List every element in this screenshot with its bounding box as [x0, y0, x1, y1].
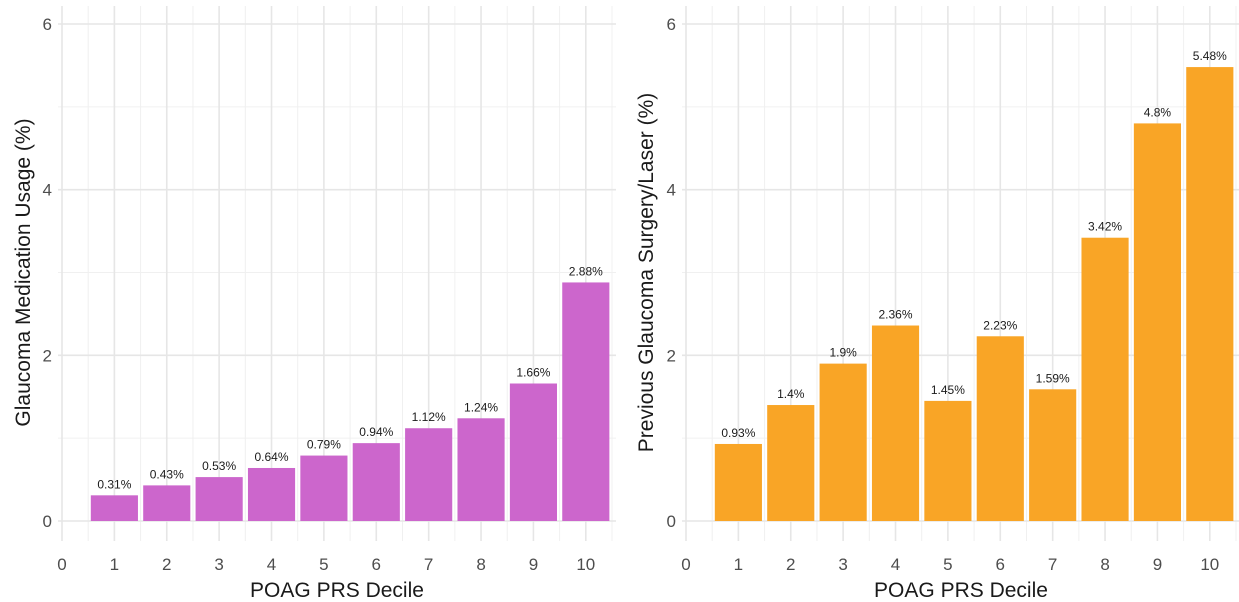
- bar-decile-5: [924, 400, 972, 521]
- bar-decile-2: [767, 405, 815, 521]
- data-label-decile-4: 0.64%: [255, 450, 289, 464]
- x-tick-label: 0: [57, 555, 66, 574]
- bar-decile-2: [143, 485, 191, 521]
- data-label-decile-7: 1.12%: [412, 410, 446, 424]
- bar-decile-4: [247, 467, 296, 521]
- x-tick-label: 3: [838, 555, 847, 574]
- bar-decile-4: [871, 325, 920, 521]
- data-label-decile-7: 1.59%: [1036, 371, 1070, 385]
- bar-decile-6: [352, 443, 400, 521]
- data-label-decile-4: 2.36%: [879, 308, 913, 322]
- data-label-decile-9: 4.8%: [1144, 105, 1172, 119]
- data-label-decile-6: 0.94%: [359, 425, 393, 439]
- x-tick-label: 9: [1153, 555, 1162, 574]
- bar-decile-1: [714, 443, 762, 521]
- y-tick-label: 6: [43, 15, 52, 34]
- data-label-decile-5: 1.45%: [931, 383, 965, 397]
- data-label-decile-3: 1.9%: [829, 346, 857, 360]
- data-label-decile-8: 1.24%: [464, 400, 498, 414]
- x-tick-label: 6: [996, 555, 1005, 574]
- x-axis-title: POAG PRS Decile: [874, 579, 1048, 602]
- bar-decile-7: [1029, 389, 1077, 521]
- data-label-decile-9: 1.66%: [516, 365, 550, 379]
- data-label-decile-1: 0.31%: [97, 477, 131, 491]
- x-tick-label: 3: [214, 555, 223, 574]
- chart-surgery-laser: 0.93% 1.4% 1.9% 2.36% 1.45% 2.23% 1.59% 3.42% 4.…: [635, 6, 1239, 602]
- x-tick-label: 5: [319, 555, 328, 574]
- data-label-decile-1: 0.93%: [721, 426, 755, 440]
- bar-decile-1: [90, 495, 138, 521]
- data-label-decile-3: 0.53%: [202, 459, 236, 473]
- y-tick-label: 4: [43, 181, 52, 200]
- bar-decile-8: [1081, 237, 1129, 521]
- x-tick-label: 7: [424, 555, 433, 574]
- chart-medication-usage: 0.31% 0.43% 0.53% 0.64% 0.79% 0.94% 1.12% 1.24%…: [12, 6, 616, 602]
- data-label-decile-8: 3.42%: [1088, 220, 1122, 234]
- y-axis-title: Previous Glaucoma Surgery/Laser (%): [635, 93, 658, 452]
- x-tick-label: 2: [786, 555, 795, 574]
- y-tick-label: 6: [667, 15, 676, 34]
- y-tick-label: 0: [43, 512, 52, 531]
- data-label-decile-10: 5.48%: [1193, 49, 1227, 63]
- x-tick-label: 0: [681, 555, 690, 574]
- x-tick-label: 4: [267, 555, 276, 574]
- x-tick-label: 7: [1048, 555, 1057, 574]
- bar-decile-6: [976, 336, 1024, 521]
- x-tick-label: 10: [1200, 555, 1219, 574]
- y-tick-label: 2: [667, 346, 676, 365]
- x-tick-label: 6: [372, 555, 381, 574]
- x-tick-label: 8: [476, 555, 485, 574]
- bar-decile-9: [1133, 123, 1181, 522]
- bar-decile-3: [819, 363, 867, 521]
- data-label-decile-2: 0.43%: [150, 467, 184, 481]
- x-tick-label: 8: [1100, 555, 1109, 574]
- x-tick-label: 9: [529, 555, 538, 574]
- bar-decile-5: [300, 455, 348, 521]
- data-label-decile-10: 2.88%: [569, 264, 603, 278]
- bar-decile-10: [562, 282, 610, 521]
- y-tick-label: 2: [43, 346, 52, 365]
- bar-decile-10: [1186, 67, 1234, 521]
- bar-decile-3: [195, 477, 243, 521]
- data-label-decile-5: 0.79%: [307, 438, 341, 452]
- bar-decile-8: [457, 418, 505, 521]
- x-tick-label: 5: [943, 555, 952, 574]
- y-tick-label: 0: [667, 512, 676, 531]
- x-tick-label: 1: [110, 555, 119, 574]
- x-tick-label: 10: [576, 555, 595, 574]
- x-tick-label: 2: [162, 555, 171, 574]
- bar-decile-7: [405, 428, 453, 521]
- y-tick-label: 4: [667, 181, 676, 200]
- data-label-decile-6: 2.23%: [983, 318, 1017, 332]
- x-tick-label: 4: [891, 555, 900, 574]
- data-label-decile-2: 1.4%: [777, 387, 805, 401]
- x-tick-label: 1: [734, 555, 743, 574]
- bar-decile-9: [509, 383, 557, 521]
- y-axis-title: Glaucoma Medication Usage (%): [12, 118, 35, 426]
- x-axis-title: POAG PRS Decile: [250, 579, 424, 602]
